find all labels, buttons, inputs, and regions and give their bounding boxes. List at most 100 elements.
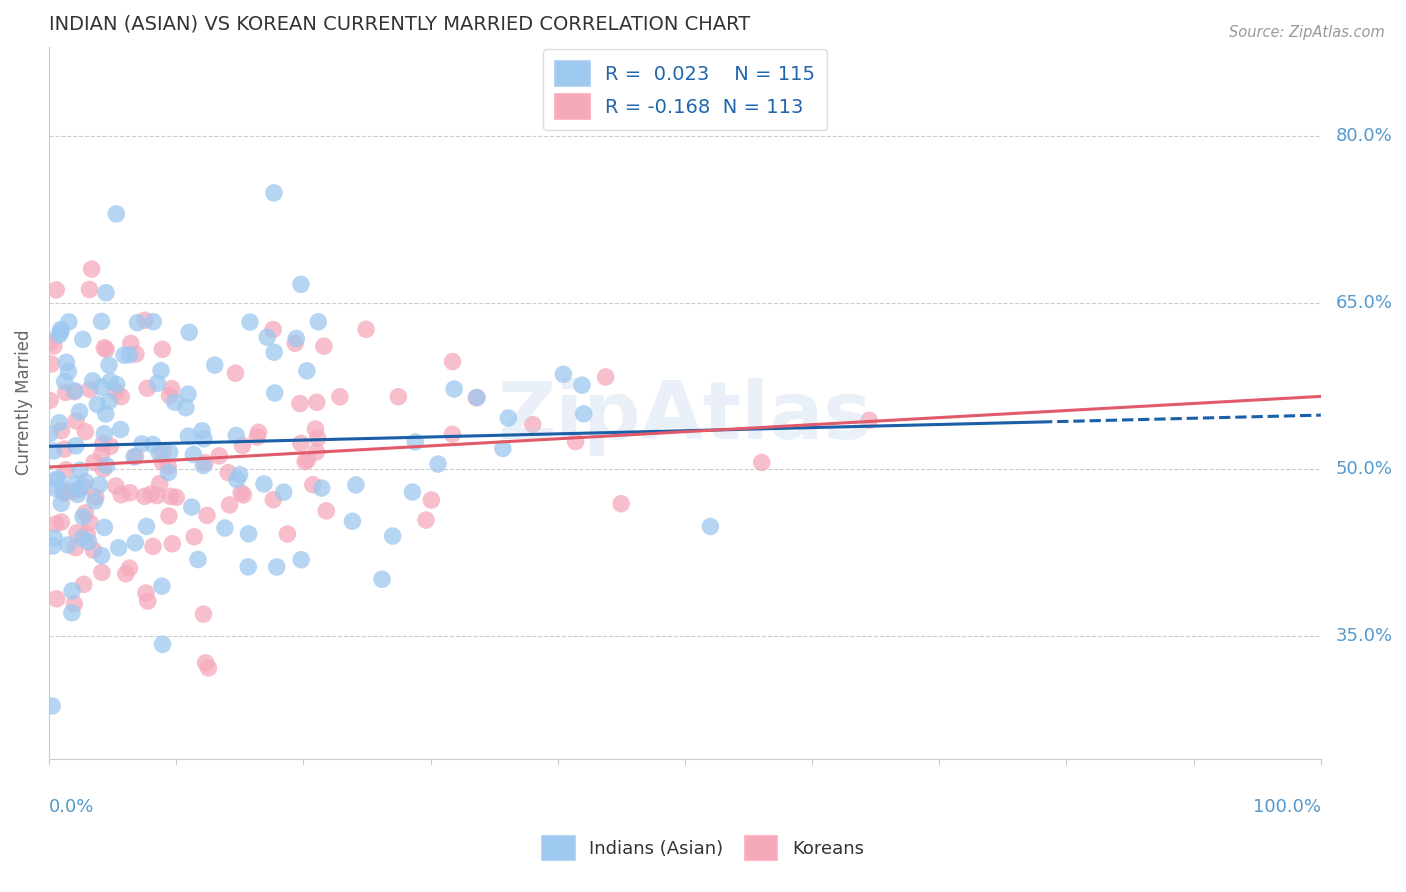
Point <box>163 395 186 409</box>
Text: 50.0%: 50.0% <box>1336 460 1393 478</box>
Point <box>284 336 307 351</box>
Point <box>142 315 165 329</box>
Point <box>157 508 180 523</box>
Point <box>465 391 488 405</box>
Point <box>415 513 437 527</box>
Point <box>63 384 86 398</box>
Point <box>90 566 112 580</box>
Point <box>232 488 254 502</box>
Point <box>492 442 515 456</box>
Point <box>41 357 63 371</box>
Point <box>65 541 87 555</box>
Point <box>311 481 333 495</box>
Point <box>159 445 181 459</box>
Point <box>53 442 76 457</box>
Point <box>45 472 67 486</box>
Point <box>441 354 464 368</box>
Point <box>110 423 132 437</box>
Point <box>51 424 73 438</box>
Point <box>110 488 132 502</box>
Point <box>39 335 62 350</box>
Point <box>273 485 295 500</box>
Point <box>180 500 202 514</box>
Point <box>90 380 112 394</box>
Legend: R =  0.023    N = 115, R = -0.168  N = 113: R = 0.023 N = 115, R = -0.168 N = 113 <box>543 49 827 130</box>
Point <box>66 525 89 540</box>
Point <box>183 447 205 461</box>
Point <box>553 368 575 382</box>
Point <box>401 485 423 500</box>
Point <box>751 455 773 469</box>
Point <box>120 336 142 351</box>
Point <box>191 424 214 438</box>
Point <box>165 491 187 505</box>
Point <box>44 531 66 545</box>
Point <box>83 455 105 469</box>
Point <box>305 395 328 409</box>
Point <box>65 414 87 428</box>
Point <box>63 476 86 491</box>
Point <box>193 607 215 622</box>
Point <box>159 388 181 402</box>
Point <box>159 490 181 504</box>
Point <box>53 485 76 500</box>
Text: 80.0%: 80.0% <box>1336 127 1393 145</box>
Point <box>96 458 118 473</box>
Point <box>193 458 215 473</box>
Point <box>217 466 239 480</box>
Point <box>100 439 122 453</box>
Point <box>125 347 148 361</box>
Point <box>91 437 114 451</box>
Point <box>177 429 200 443</box>
Point <box>91 462 114 476</box>
Point <box>77 535 100 549</box>
Point <box>124 536 146 550</box>
Point <box>49 325 72 339</box>
Point <box>150 579 173 593</box>
Point <box>225 428 247 442</box>
Point <box>90 314 112 328</box>
Point <box>225 473 247 487</box>
Point <box>82 374 104 388</box>
Point <box>146 376 169 391</box>
Point <box>45 591 67 606</box>
Point <box>214 521 236 535</box>
Point <box>51 515 73 529</box>
Point <box>253 477 276 491</box>
Point <box>290 552 312 566</box>
Text: Source: ZipAtlas.com: Source: ZipAtlas.com <box>1229 25 1385 40</box>
Point <box>89 478 111 492</box>
Point <box>595 370 617 384</box>
Point <box>307 431 329 445</box>
Point <box>443 382 465 396</box>
Point <box>256 330 278 344</box>
Point <box>131 437 153 451</box>
Point <box>197 661 219 675</box>
Point <box>263 345 285 359</box>
Y-axis label: Currently Married: Currently Married <box>15 330 32 475</box>
Text: 35.0%: 35.0% <box>1336 627 1393 646</box>
Point <box>302 477 325 491</box>
Point <box>420 493 443 508</box>
Point <box>49 322 72 336</box>
Point <box>93 426 115 441</box>
Point <box>98 394 121 409</box>
Point <box>183 530 205 544</box>
Point <box>142 437 165 451</box>
Point <box>48 327 70 342</box>
Point <box>387 390 409 404</box>
Point <box>79 383 101 397</box>
Point <box>195 508 218 523</box>
Point <box>218 498 240 512</box>
Point <box>157 459 180 474</box>
Point <box>266 560 288 574</box>
Point <box>104 384 127 399</box>
Point <box>79 516 101 530</box>
Point <box>174 401 197 415</box>
Point <box>48 416 70 430</box>
Point <box>90 549 112 563</box>
Point <box>96 343 118 357</box>
Point <box>152 343 174 357</box>
Point <box>381 529 404 543</box>
Point <box>441 427 464 442</box>
